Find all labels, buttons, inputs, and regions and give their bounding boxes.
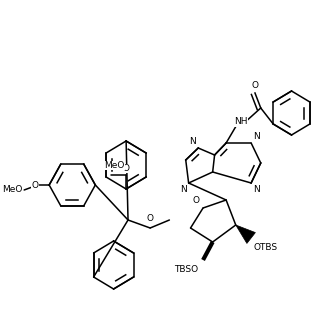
Text: OTBS: OTBS — [253, 243, 277, 252]
Text: O: O — [147, 214, 154, 223]
Text: O: O — [192, 196, 199, 205]
Text: TBSO: TBSO — [174, 265, 198, 274]
Text: N: N — [253, 132, 260, 141]
Text: NH: NH — [234, 117, 247, 126]
Text: N: N — [189, 137, 196, 146]
Text: O: O — [123, 164, 130, 173]
Text: O: O — [32, 181, 39, 189]
Text: O: O — [251, 81, 258, 90]
Polygon shape — [236, 225, 255, 244]
Text: N: N — [180, 185, 187, 194]
Text: MeO: MeO — [104, 161, 124, 170]
Text: MeO: MeO — [2, 185, 22, 194]
Text: N: N — [253, 185, 260, 194]
